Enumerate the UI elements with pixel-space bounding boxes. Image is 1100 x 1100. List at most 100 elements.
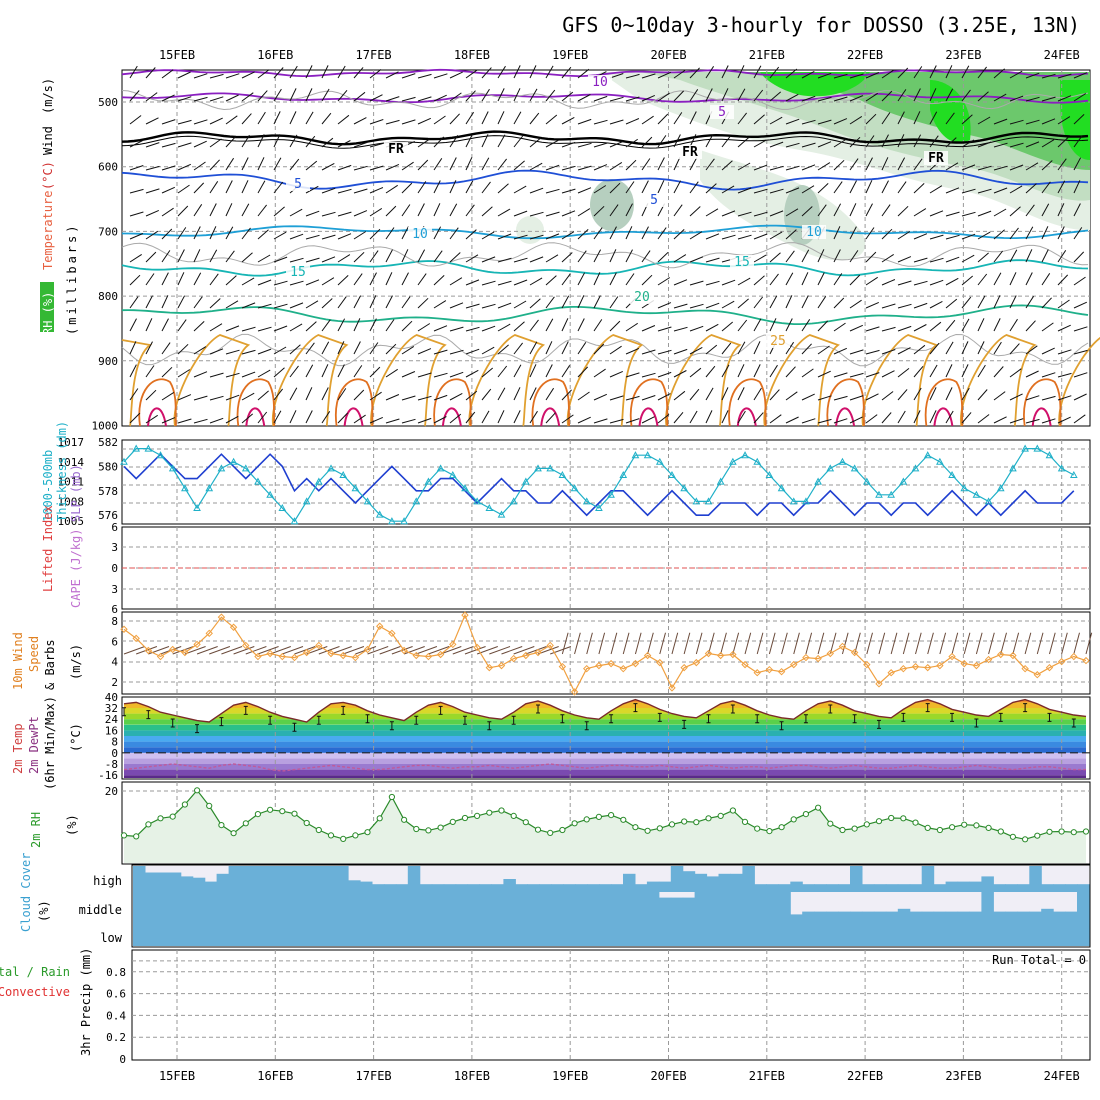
wind-barb — [273, 325, 288, 332]
wind-barb — [369, 250, 379, 263]
cloud-bar — [861, 884, 875, 892]
wind-barb — [1025, 370, 1039, 378]
temp-color-band — [124, 741, 1086, 748]
cloud-bar — [551, 892, 564, 920]
wind-barb — [257, 204, 267, 217]
slp-point — [144, 444, 153, 452]
slp-point — [996, 484, 1005, 492]
cloud-bar — [826, 884, 839, 892]
wind-barb — [129, 140, 143, 148]
wind-barb — [1057, 372, 1072, 378]
wind10m-barb — [902, 632, 910, 655]
wind10m-point — [254, 652, 262, 661]
wind-barb — [753, 211, 768, 217]
slp-point — [777, 484, 786, 492]
wind10m-point — [363, 645, 372, 654]
wind-barb — [225, 180, 233, 194]
slp-point — [741, 451, 749, 459]
wind-barb — [897, 134, 905, 148]
wind-barb — [353, 231, 367, 240]
cloud-bar — [706, 892, 720, 920]
wind-barb — [753, 341, 761, 355]
wind10m-point — [863, 660, 871, 669]
wind-barb — [1009, 95, 1024, 102]
wind-barb — [849, 115, 863, 125]
rh2m-point — [242, 820, 249, 827]
slp-point — [534, 464, 542, 472]
contour-label: 5 — [718, 105, 726, 120]
wind-barb — [993, 295, 1001, 309]
wind10m-point — [509, 654, 518, 663]
wind10m-barb — [915, 632, 922, 655]
wind-barb — [577, 208, 591, 217]
slp-point — [850, 464, 859, 472]
wind-barb — [945, 88, 954, 102]
wind-barb — [833, 118, 848, 125]
wind-barb — [913, 208, 927, 217]
contour-label-bg — [630, 290, 654, 304]
wind-barb — [401, 296, 411, 309]
wind-barb — [545, 254, 559, 263]
wind-barb — [545, 211, 560, 217]
wind10m-point — [412, 651, 420, 660]
wind-barb — [145, 209, 160, 217]
wind-barb — [129, 65, 138, 79]
wind10m-barb — [440, 646, 462, 655]
wind-barb — [1009, 368, 1022, 378]
cloud-bar — [646, 892, 660, 920]
wind10m-barb — [1048, 632, 1056, 655]
wind-barb — [177, 369, 191, 378]
wind-barb — [497, 65, 506, 79]
wind-barb — [833, 96, 848, 102]
wind-barb — [737, 364, 745, 378]
wind-barb — [865, 72, 880, 79]
rh-contour — [121, 90, 1089, 111]
cloud-bar — [324, 892, 337, 920]
cloud-bar — [1005, 911, 1018, 920]
wind-barb — [721, 135, 731, 148]
cloud-bar — [192, 877, 206, 892]
wind-barb — [465, 90, 476, 102]
wind-barb — [945, 137, 957, 148]
wind10m-barb — [598, 632, 606, 655]
wind-barb — [177, 227, 187, 240]
wind-barb — [641, 349, 656, 355]
wind-barb — [497, 111, 505, 125]
wind-barb — [465, 134, 473, 148]
minmax-errorbar — [438, 705, 443, 715]
cloud-bar — [718, 873, 731, 892]
wind10m-point — [643, 651, 652, 660]
cloud-bar — [252, 866, 265, 892]
cloud-bar — [216, 920, 230, 946]
slp-point — [619, 470, 628, 478]
wind-barb — [577, 94, 591, 102]
wind-barb — [737, 211, 752, 217]
wind10m-point — [156, 652, 165, 661]
cloud-bar — [730, 920, 743, 946]
wind-barb — [577, 187, 592, 194]
cloud-bar — [802, 920, 815, 946]
temp-color-band — [124, 764, 1086, 770]
wind-barb — [785, 187, 800, 194]
wind-barb — [353, 414, 366, 424]
wind-barb — [353, 273, 363, 286]
cloud-bar — [324, 920, 337, 946]
temp-contour-30 — [924, 378, 964, 427]
wind-barb — [273, 206, 285, 217]
wind-barb — [545, 89, 556, 102]
freezing-level-contour — [121, 130, 1089, 146]
wind-barb — [785, 295, 793, 309]
wind10m-barb — [403, 646, 425, 655]
wind-barb — [241, 371, 256, 378]
li-tick-label: 3 — [111, 583, 118, 596]
wind-barb — [993, 416, 1007, 424]
contour-label-bg — [802, 225, 826, 239]
contour-label: FR — [928, 151, 944, 166]
cloud-bar — [766, 920, 779, 946]
wind-barb — [817, 320, 829, 332]
wind-barb — [561, 91, 574, 102]
wind10m-point — [656, 658, 664, 667]
cloud-bar — [180, 920, 194, 946]
rh2m-point — [936, 826, 944, 834]
cloud-bar — [372, 884, 385, 892]
